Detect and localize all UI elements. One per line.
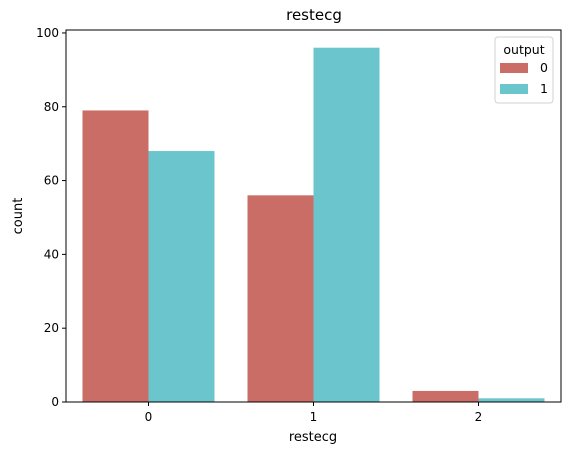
y-tick-label: 40 <box>44 247 59 261</box>
legend: output 0 1 <box>494 36 554 104</box>
y-axis-label: count <box>11 198 26 235</box>
chart-title: restecg <box>286 6 342 24</box>
y-tick-label: 0 <box>51 395 59 409</box>
bar-1-series-0 <box>247 195 314 402</box>
y-tick-label: 20 <box>44 321 59 335</box>
legend-swatch-0 <box>500 63 528 73</box>
y-tick-label: 60 <box>44 174 59 188</box>
legend-label-1: 1 <box>540 81 548 96</box>
legend-title: output <box>503 42 544 57</box>
x-ticks: 0 1 2 <box>145 402 483 424</box>
bar-2-series-0 <box>412 390 479 402</box>
x-tick-label: 1 <box>310 410 318 424</box>
legend-swatch-1 <box>500 84 528 94</box>
x-axis-label: restecg <box>289 430 337 445</box>
bar-1-series-1 <box>313 47 380 402</box>
y-ticks: 0 20 40 60 80 100 <box>36 26 66 409</box>
legend-label-0: 0 <box>540 60 548 75</box>
x-tick-label: 0 <box>145 410 153 424</box>
bar-2-series-1 <box>478 398 545 402</box>
y-tick-label: 80 <box>44 100 59 114</box>
y-tick-label: 100 <box>36 26 59 40</box>
bar-0-series-1 <box>148 151 215 402</box>
bar-0-series-0 <box>82 110 149 402</box>
bars-group <box>82 47 545 402</box>
x-tick-label: 2 <box>475 410 483 424</box>
